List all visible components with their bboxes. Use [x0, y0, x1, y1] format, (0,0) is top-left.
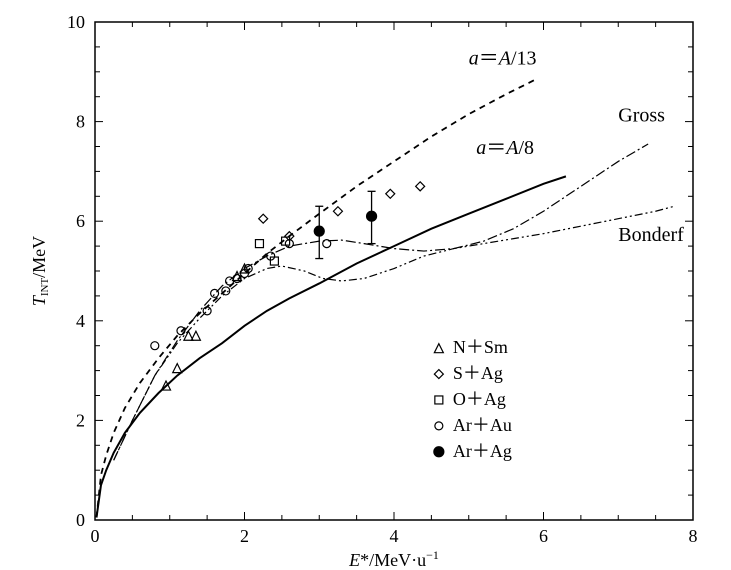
y-tick-label: 0: [76, 510, 85, 530]
x-tick-label: 2: [240, 526, 249, 546]
x-tick-label: 4: [390, 526, 399, 546]
y-tick-label: 4: [76, 311, 85, 331]
y-tick-label: 8: [76, 112, 85, 132]
chart-svg: 024680246810E*/MeV·u−1TINT/MeVa＝A/13a＝A/…: [0, 0, 731, 570]
curve-label: Bonderf: [618, 224, 684, 246]
chart-bg: [0, 0, 731, 570]
x-tick-label: 8: [689, 526, 698, 546]
curve-label: Gross: [618, 105, 665, 127]
legend-label: Ar＋Ag: [453, 441, 512, 461]
legend-label: O＋Ag: [453, 389, 506, 409]
x-tick-label: 0: [91, 526, 100, 546]
y-tick-label: 6: [76, 211, 85, 231]
legend-label: N＋Sm: [453, 337, 508, 357]
x-axis-label: E*/MeV·u−1: [348, 548, 439, 570]
legend-label: Ar＋Au: [453, 415, 512, 435]
y-tick-label: 10: [67, 12, 85, 32]
chart-figure: 024680246810E*/MeV·u−1TINT/MeVa＝A/13a＝A/…: [0, 0, 731, 570]
legend-label: S＋Ag: [453, 363, 503, 383]
curve-label: a＝A/8: [476, 137, 534, 159]
y-tick-label: 2: [76, 410, 85, 430]
x-tick-label: 6: [539, 526, 548, 546]
curve-label: a＝A/13: [469, 47, 537, 69]
